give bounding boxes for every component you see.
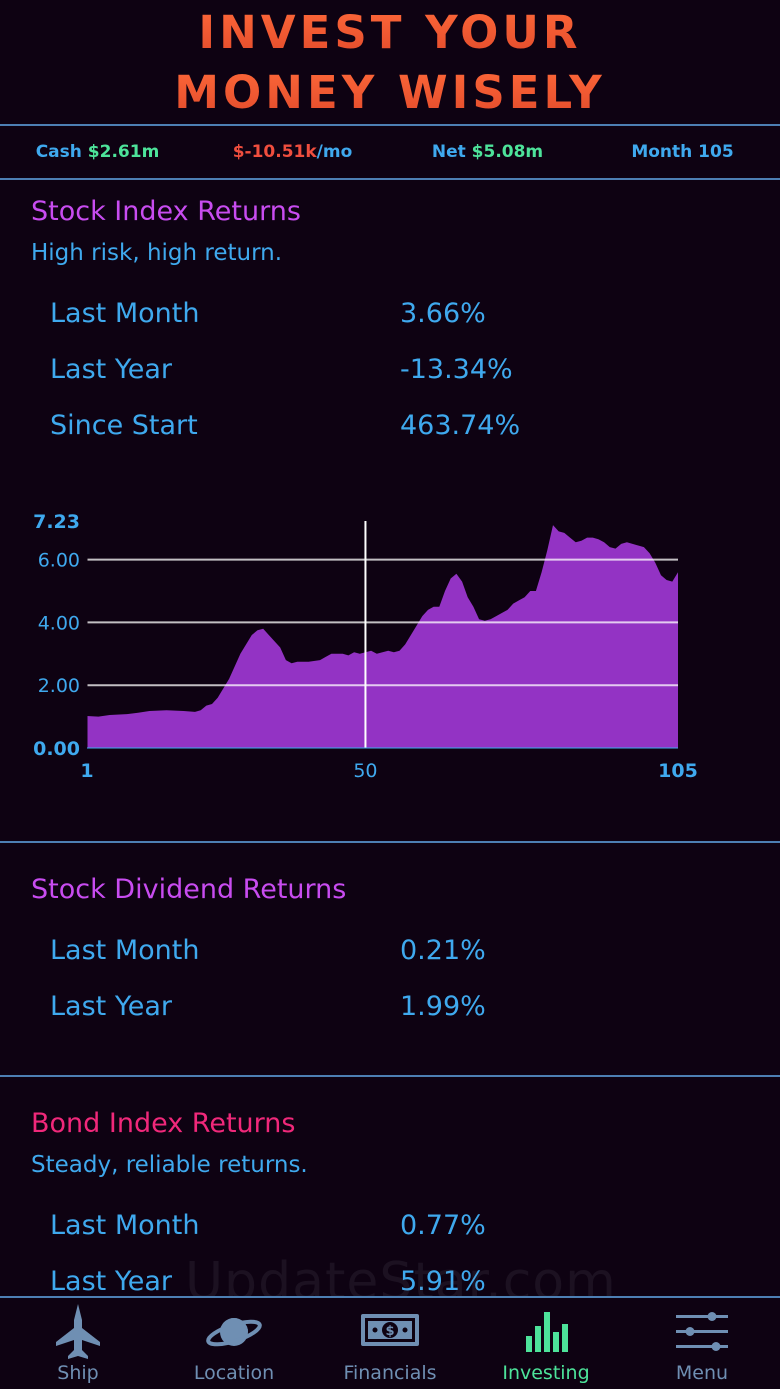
stats-divider	[0, 178, 780, 180]
x-tick-label: 105	[658, 760, 698, 782]
cash-value: $2.61m	[87, 142, 160, 162]
header-divider	[0, 124, 780, 126]
svg-text:$: $	[385, 1324, 394, 1339]
tab-menu-label: Menu	[675, 1362, 729, 1384]
net-stat: Net $5.08m	[390, 142, 585, 162]
tab-financials-label: Financials	[343, 1362, 437, 1384]
stock-index-chart: 0.00 2.00 4.00 6.00 7.23 1 50 105	[0, 500, 780, 800]
stock-dividend-title: Stock Dividend Returns	[31, 874, 347, 905]
stock-index-row-label: Last Year	[50, 354, 172, 385]
tab-investing[interactable]: Investing	[468, 1298, 624, 1389]
tab-financials[interactable]: $ Financials	[312, 1298, 468, 1389]
cashflow-stat: $-10.51k/mo	[195, 142, 390, 162]
cash-stat: Cash $2.61m	[0, 142, 195, 162]
tab-bar: Ship Location $ Financials Investing	[0, 1296, 780, 1389]
bar-chart-icon	[526, 1312, 568, 1352]
y-tick-label: 4.00	[38, 612, 80, 634]
y-tick-label: 2.00	[38, 675, 80, 697]
stock-index-row-value: -13.34%	[400, 354, 513, 385]
tab-ship[interactable]: Ship	[0, 1298, 156, 1389]
bond-index-row-label: Last Year	[50, 1266, 172, 1297]
stock-dividend-row-label: Last Year	[50, 991, 172, 1022]
bond-index-title: Bond Index Returns	[31, 1108, 296, 1139]
stock-index-subtitle: High risk, high return.	[31, 240, 283, 266]
x-tick-label: 1	[80, 760, 93, 782]
bond-index-row-value: 5.91%	[400, 1266, 486, 1297]
stock-index-row-label: Since Start	[50, 410, 198, 441]
net-label: Net	[431, 142, 472, 162]
header-title-line2: MONEY WISELY	[0, 63, 780, 123]
stats-bar: Cash $2.61m $-10.51k/mo Net $5.08m Month…	[0, 126, 780, 178]
net-value: $5.08m	[471, 142, 544, 162]
money-icon: $	[361, 1314, 419, 1346]
stock-index-row-label: Last Month	[50, 298, 200, 329]
month-stat: Month 105	[585, 142, 780, 162]
cashflow-unit: /mo	[316, 142, 353, 162]
cash-label: Cash	[35, 142, 88, 162]
y-tick-label: 6.00	[38, 550, 80, 572]
tab-investing-label: Investing	[502, 1362, 590, 1384]
stock-index-row-value: 3.66%	[400, 298, 486, 329]
stock-dividend-row-value: 0.21%	[400, 935, 486, 966]
sliders-icon	[676, 1312, 728, 1351]
bond-index-row-label: Last Month	[50, 1210, 200, 1241]
bond-index-row-value: 0.77%	[400, 1210, 486, 1241]
area-series	[87, 525, 678, 748]
stock-index-chart-svg: 0.00 2.00 4.00 6.00 7.23 1 50 105	[33, 511, 698, 782]
tab-menu[interactable]: Menu	[624, 1298, 780, 1389]
tab-location[interactable]: Location	[156, 1298, 312, 1389]
header-title-line1: INVEST YOUR	[0, 3, 780, 63]
x-tick-label: 50	[353, 760, 377, 782]
y-tick-label: 7.23	[33, 511, 80, 533]
bond-index-subtitle: Steady, reliable returns.	[31, 1152, 308, 1178]
stock-index-row-value: 463.74%	[400, 410, 521, 441]
jet-icon	[56, 1304, 100, 1359]
section-divider	[0, 1075, 780, 1077]
tab-location-label: Location	[193, 1362, 275, 1384]
section-divider	[0, 841, 780, 843]
y-tick-label: 0.00	[33, 738, 80, 760]
stock-dividend-row-label: Last Month	[50, 935, 200, 966]
month-label: Month 105	[631, 142, 734, 162]
page-header: INVEST YOUR MONEY WISELY	[0, 0, 780, 124]
cashflow-value: $-10.51k	[232, 142, 317, 162]
tab-ship-label: Ship	[57, 1362, 99, 1384]
stock-index-title: Stock Index Returns	[31, 196, 301, 227]
stock-dividend-row-value: 1.99%	[400, 991, 486, 1022]
planet-icon	[206, 1318, 262, 1347]
